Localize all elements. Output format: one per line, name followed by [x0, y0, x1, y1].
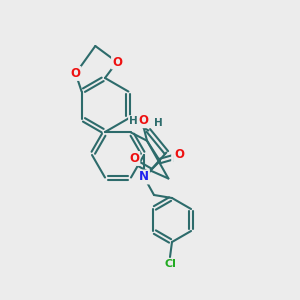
Text: O: O	[70, 67, 81, 80]
Text: O: O	[112, 56, 122, 68]
Text: N: N	[139, 170, 149, 184]
Text: H: H	[154, 118, 163, 128]
Text: H: H	[172, 154, 181, 164]
Text: H: H	[129, 116, 137, 126]
Text: O: O	[129, 152, 140, 165]
Text: Cl: Cl	[164, 259, 176, 269]
Text: O: O	[138, 114, 148, 127]
Text: O: O	[174, 148, 184, 161]
